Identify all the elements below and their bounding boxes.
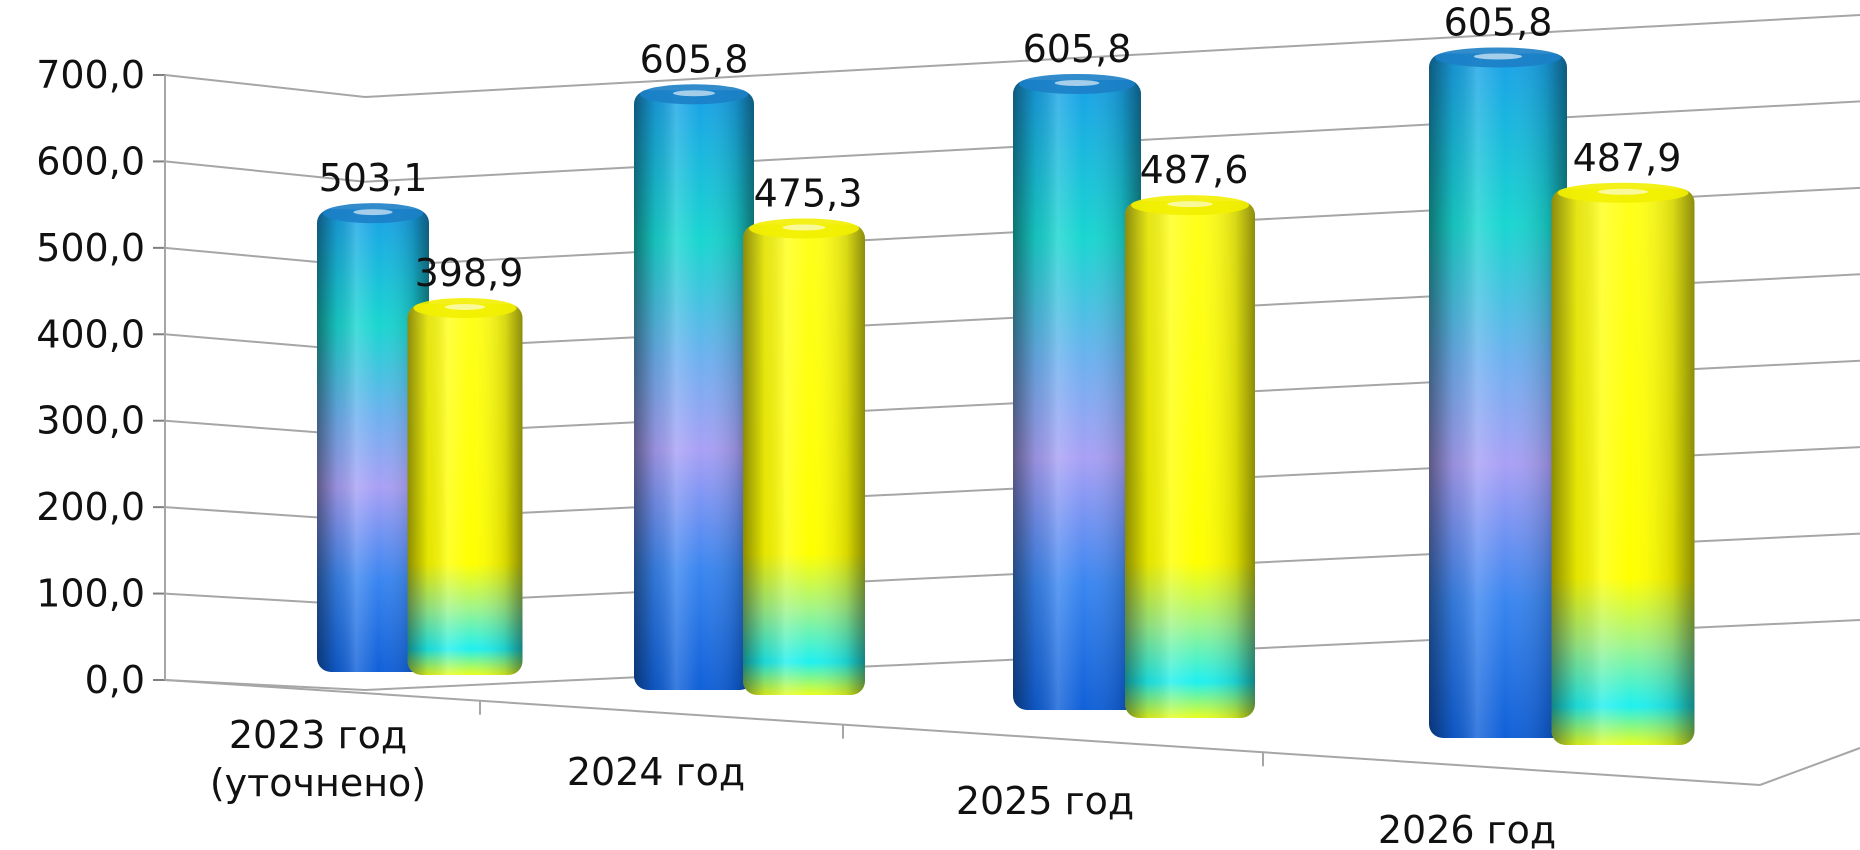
y-tick-label: 0,0 [85, 658, 145, 702]
bar-1-series-0 [634, 84, 754, 691]
bar-2-series-0 [1013, 73, 1141, 710]
bar-3-series-1 [1551, 182, 1695, 745]
x-axis-line [164, 679, 1761, 786]
labels: 0,0 100,0 200,0 300,0 400,0 500,0 600,0 700,0 50… [36, 0, 1681, 850]
y-tick-label: 700,0 [36, 53, 145, 97]
x-tick-label: 2026 год [1378, 808, 1556, 850]
data-label: 398,9 [415, 251, 524, 295]
data-label: 503,1 [319, 156, 428, 200]
y-tick-label: 500,0 [36, 226, 145, 270]
y-tick-label: 600,0 [36, 139, 145, 183]
data-label: 475,3 [754, 171, 863, 215]
x-tick-label: 2024 год [567, 750, 745, 794]
data-label: 487,6 [1140, 148, 1249, 192]
y-tick-label: 200,0 [36, 485, 145, 529]
floor-edge [1759, 747, 1860, 786]
data-label: 605,8 [1023, 27, 1132, 71]
x-tick-label: 2025 год [956, 779, 1134, 823]
bar-0-series-0 [317, 203, 429, 672]
x-tick-label: 2023 год (уточнено) [210, 713, 426, 805]
data-label: 605,8 [640, 37, 749, 81]
y-tick-label: 100,0 [36, 572, 145, 616]
bar-1-series-1 [743, 218, 865, 695]
bar-3-series-0 [1429, 47, 1567, 739]
axes [153, 74, 1860, 786]
y-tick-label: 400,0 [36, 312, 145, 356]
data-label: 605,8 [1444, 0, 1553, 44]
bar-0-series-1 [407, 298, 523, 675]
y-tick-label: 300,0 [36, 399, 145, 443]
gridline [164, 619, 1860, 692]
gridline [164, 100, 1860, 183]
data-label: 487,9 [1573, 136, 1682, 180]
bars [317, 47, 1695, 745]
gridline [164, 14, 1860, 99]
bar-2-series-1 [1125, 195, 1255, 719]
